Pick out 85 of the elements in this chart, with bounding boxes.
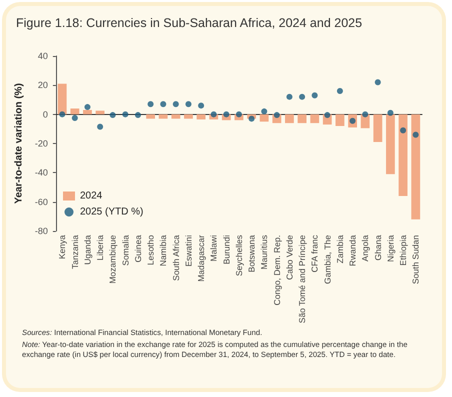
x-tick-label: Malawi — [208, 234, 219, 262]
x-tick-label: Congo, Dem. Rep. — [272, 235, 282, 306]
bar — [70, 108, 80, 114]
y-axis-title: Year-to-date variation (%) — [14, 83, 24, 204]
point — [84, 104, 90, 110]
x-tick-label: Eswatini — [183, 234, 194, 267]
bar — [398, 114, 408, 196]
x-tick-label: Ethiopia — [398, 234, 408, 266]
bar — [336, 114, 344, 126]
x-tick-label: Angola — [360, 234, 370, 262]
bar — [411, 114, 420, 220]
chart-title: Figure 1.18: Currencies in Sub-Saharan Africa, 2024 and 2025 — [16, 16, 362, 30]
x-tick-label: Madagascar — [196, 234, 206, 282]
y-tick-label: -60 — [34, 196, 48, 207]
y-tick-label: 0 — [42, 109, 48, 120]
point — [261, 108, 268, 114]
bar — [386, 114, 395, 174]
y-tick-label: 40 — [38, 51, 48, 61]
bar — [83, 110, 92, 114]
bar — [310, 114, 320, 124]
point — [374, 79, 381, 86]
point — [59, 111, 66, 118]
x-tick-label: Rwanda — [348, 234, 358, 266]
point — [223, 111, 230, 118]
x-tick-label: Nigeria — [385, 234, 396, 262]
bar — [58, 84, 67, 114]
point — [185, 101, 192, 108]
x-tick-label: Cabo Verde — [284, 234, 294, 280]
point — [210, 111, 217, 118]
point — [97, 124, 104, 130]
x-tick-label: Gambia, The — [322, 234, 332, 284]
y-tick-label: -80 — [34, 226, 48, 236]
x-tick-label: Lesotho — [146, 234, 156, 266]
x-tick-label: CFA franc — [310, 234, 320, 272]
point — [387, 110, 394, 116]
legend-label: 2025 (YTD %) — [80, 206, 144, 218]
x-tick-label: Burundi — [221, 234, 232, 264]
x-tick-label: Liberia — [95, 234, 106, 261]
bar — [171, 114, 180, 119]
y-tick-label: -40 — [34, 168, 48, 178]
x-tick-label: Namibia — [158, 234, 168, 266]
point — [72, 114, 78, 121]
point — [122, 111, 128, 118]
x-tick-label: Uganda — [82, 234, 92, 265]
bar — [146, 114, 156, 119]
bar — [373, 114, 382, 142]
x-tick-label: South Africa — [170, 234, 181, 281]
point — [236, 111, 242, 118]
point — [110, 112, 116, 118]
point — [274, 112, 280, 118]
x-tick-label: Tanzania — [70, 234, 80, 270]
point — [134, 112, 141, 118]
x-tick-label: Kenya — [57, 234, 68, 260]
bar — [96, 110, 105, 114]
x-tick-label: Botswana — [246, 234, 257, 272]
x-tick-label: Seychelles — [234, 235, 244, 276]
point — [160, 101, 166, 108]
x-tick-label: Zambia — [334, 234, 345, 264]
bar — [184, 114, 193, 119]
point — [312, 92, 318, 98]
point — [400, 127, 406, 134]
point — [172, 101, 179, 108]
point — [324, 112, 330, 118]
point — [299, 94, 306, 100]
bar — [196, 114, 206, 120]
bar — [298, 114, 306, 124]
bar — [260, 114, 269, 122]
x-tick-label: Guinea — [132, 234, 143, 262]
point — [148, 101, 154, 108]
x-tick-label: South Sudan — [410, 234, 421, 284]
point — [412, 132, 419, 138]
point — [362, 111, 368, 118]
y-tick-label: -20 — [34, 138, 48, 148]
point — [286, 94, 292, 100]
x-tick-label: São Tomé and Príncipe — [297, 234, 308, 324]
x-tick-label: Mozambique — [108, 234, 118, 284]
x-tick-label: Ghana — [372, 234, 383, 261]
point — [248, 116, 255, 122]
point — [198, 102, 204, 109]
point — [336, 88, 343, 94]
legend-label: 2024 — [80, 190, 103, 202]
x-tick-label: Somalia — [120, 234, 130, 266]
bar — [285, 114, 294, 124]
x-tick-label: Mauritius — [259, 235, 270, 270]
y-tick-label: 20 — [38, 80, 48, 90]
